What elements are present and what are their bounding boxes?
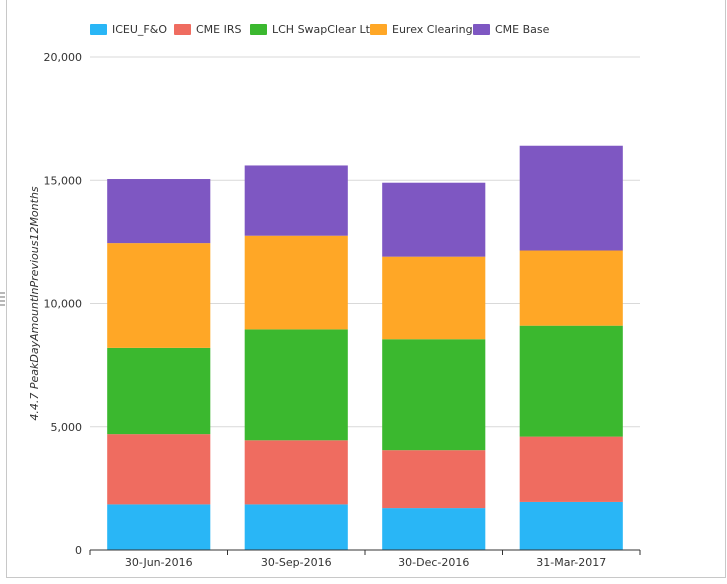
bar-segment-cme-irs[interactable]	[107, 434, 211, 505]
legend-item-cme-base[interactable]: CME Base	[473, 23, 550, 36]
legend: ICEU_F&O CME IRS LCH SwapClear Ltd Eurex Cl…	[90, 23, 550, 36]
bar-segment-lch-swapclear-ltd[interactable]	[107, 347, 211, 435]
chart-frame	[6, 0, 726, 578]
bar-segment-iceu-f-o[interactable]	[244, 504, 348, 550]
bars-layer	[107, 145, 623, 550]
y-tick-label: 10,000	[44, 298, 83, 311]
axis-layer: 0 5,000 10,000 15,000 20,000 30-Jun-2016 30-Se…	[44, 51, 641, 569]
bar-segment-eurex-clearing[interactable]	[382, 256, 486, 340]
bar-segment-cme-base[interactable]	[519, 145, 623, 251]
bar-segment-iceu-f-o[interactable]	[107, 504, 211, 550]
legend-item-lch-swapclear-ltd[interactable]: LCH SwapClear Ltd	[250, 23, 377, 36]
bar-segment-iceu-f-o[interactable]	[382, 508, 486, 550]
legend-label: ICEU_F&O	[112, 23, 167, 36]
y-tick-label: 0	[75, 544, 82, 557]
legend-swatch	[90, 24, 107, 35]
bar-segment-lch-swapclear-ltd[interactable]	[519, 325, 623, 437]
x-tick-label: 30-Dec-2016	[398, 556, 469, 569]
legend-swatch	[370, 24, 387, 35]
legend-swatch	[174, 24, 191, 35]
legend-item-eurex-clearing[interactable]: Eurex Clearing	[370, 23, 473, 36]
legend-label: CME IRS	[196, 23, 242, 36]
bar-segment-lch-swapclear-ltd[interactable]	[382, 339, 486, 451]
x-tick-label: 30-Sep-2016	[261, 556, 332, 569]
resize-handle[interactable]	[0, 292, 5, 306]
bar-segment-lch-swapclear-ltd[interactable]	[244, 329, 348, 441]
bar-segment-eurex-clearing[interactable]	[519, 250, 623, 326]
bar-segment-iceu-f-o[interactable]	[519, 501, 623, 550]
x-tick-label: 31-Mar-2017	[536, 556, 606, 569]
bar-segment-cme-base[interactable]	[244, 165, 348, 236]
legend-swatch	[250, 24, 267, 35]
bar-segment-eurex-clearing[interactable]	[244, 235, 348, 330]
legend-label: Eurex Clearing	[392, 23, 473, 36]
legend-swatch	[473, 24, 490, 35]
legend-label: LCH SwapClear Ltd	[272, 23, 377, 36]
bar-segment-cme-irs[interactable]	[244, 440, 348, 505]
bar-segment-cme-base[interactable]	[382, 182, 486, 257]
bar-segment-cme-irs[interactable]	[519, 436, 623, 502]
x-tick-label: 30-Jun-2016	[125, 556, 193, 569]
y-tick-label: 5,000	[51, 421, 83, 434]
legend-label: CME Base	[495, 23, 550, 36]
legend-item-cme-irs[interactable]: CME IRS	[174, 23, 242, 36]
bar-segment-cme-irs[interactable]	[382, 450, 486, 509]
bar-segment-cme-base[interactable]	[107, 179, 211, 244]
y-tick-label: 15,000	[44, 174, 83, 187]
bar-segment-eurex-clearing[interactable]	[107, 243, 211, 348]
y-tick-label: 20,000	[44, 51, 83, 64]
y-axis-label: 4.4.7 PeakDayAmountInPrevious12Months	[28, 186, 41, 421]
legend-item-iceu-f-o[interactable]: ICEU_F&O	[90, 23, 167, 36]
